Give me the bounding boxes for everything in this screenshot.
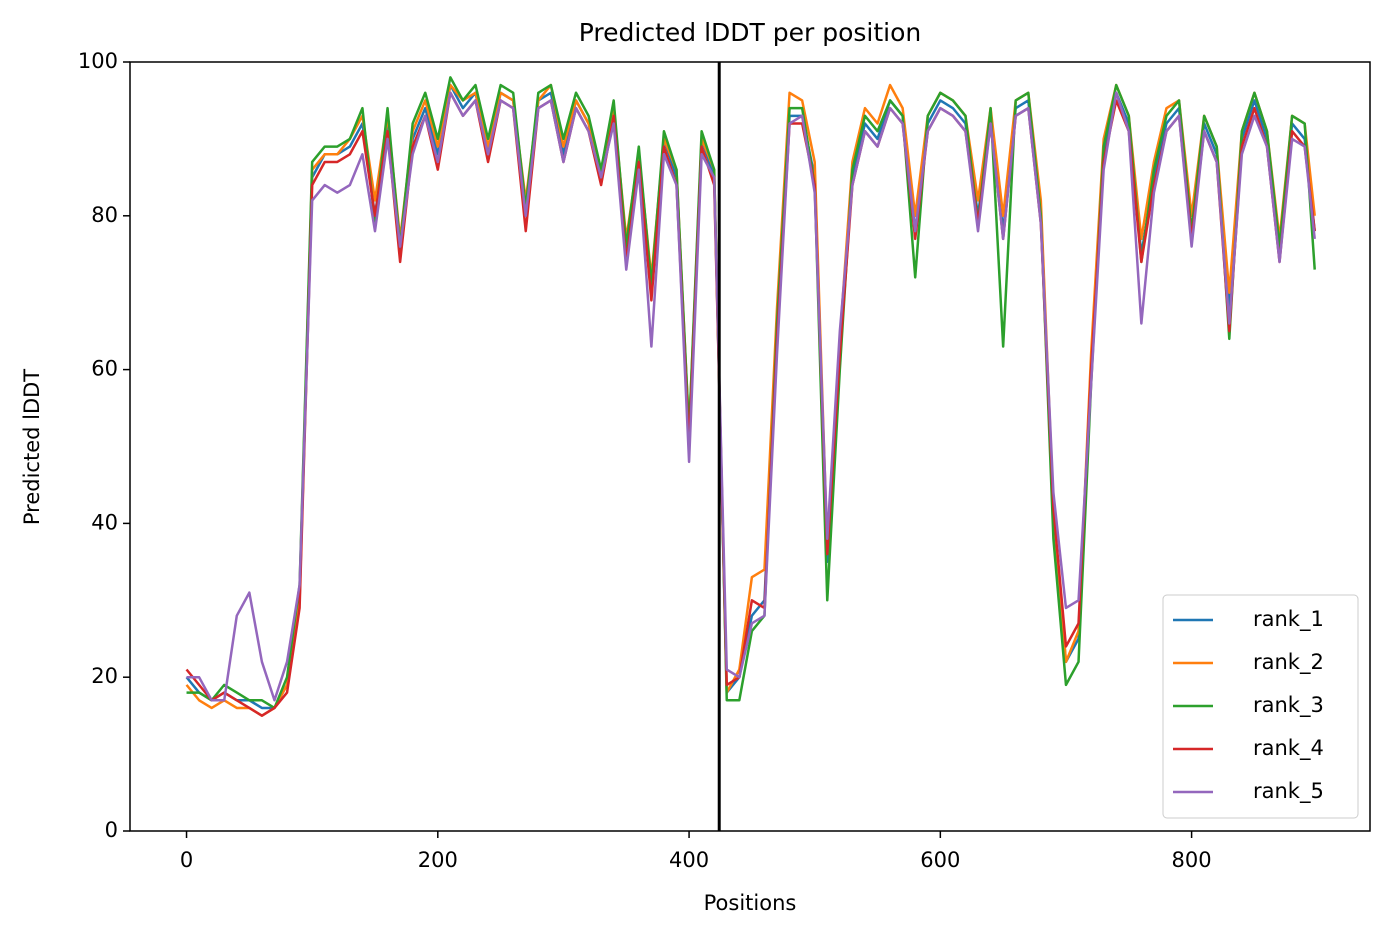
legend-label: rank_3 (1253, 693, 1324, 718)
y-tick-label: 20 (91, 664, 118, 688)
x-tick-label: 600 (920, 848, 960, 872)
x-tick-label: 800 (1172, 848, 1212, 872)
x-axis-label: Positions (704, 891, 797, 915)
y-tick-label: 100 (78, 49, 118, 73)
legend-label: rank_4 (1253, 736, 1324, 761)
plot-area (185, 62, 1316, 831)
x-tick-label: 200 (418, 848, 458, 872)
x-tick-label: 0 (180, 848, 193, 872)
legend-label: rank_5 (1253, 779, 1324, 804)
y-axis-label: Predicted lDDT (20, 369, 44, 525)
x-tick-label: 400 (669, 848, 709, 872)
chart-title: Predicted lDDT per position (579, 18, 921, 47)
legend-label: rank_2 (1253, 650, 1324, 675)
legend-label: rank_1 (1253, 607, 1324, 632)
y-tick-label: 0 (105, 818, 118, 842)
y-tick-label: 80 (91, 203, 118, 227)
series-line (186, 91, 1316, 702)
y-tick-label: 40 (91, 510, 118, 534)
y-tick-label: 60 (91, 357, 118, 381)
legend: rank_1 rank_2 rank_3 rank_4 rank_5 (1162, 594, 1359, 819)
legend-box (1162, 594, 1359, 819)
axes-frame (129, 61, 1371, 832)
